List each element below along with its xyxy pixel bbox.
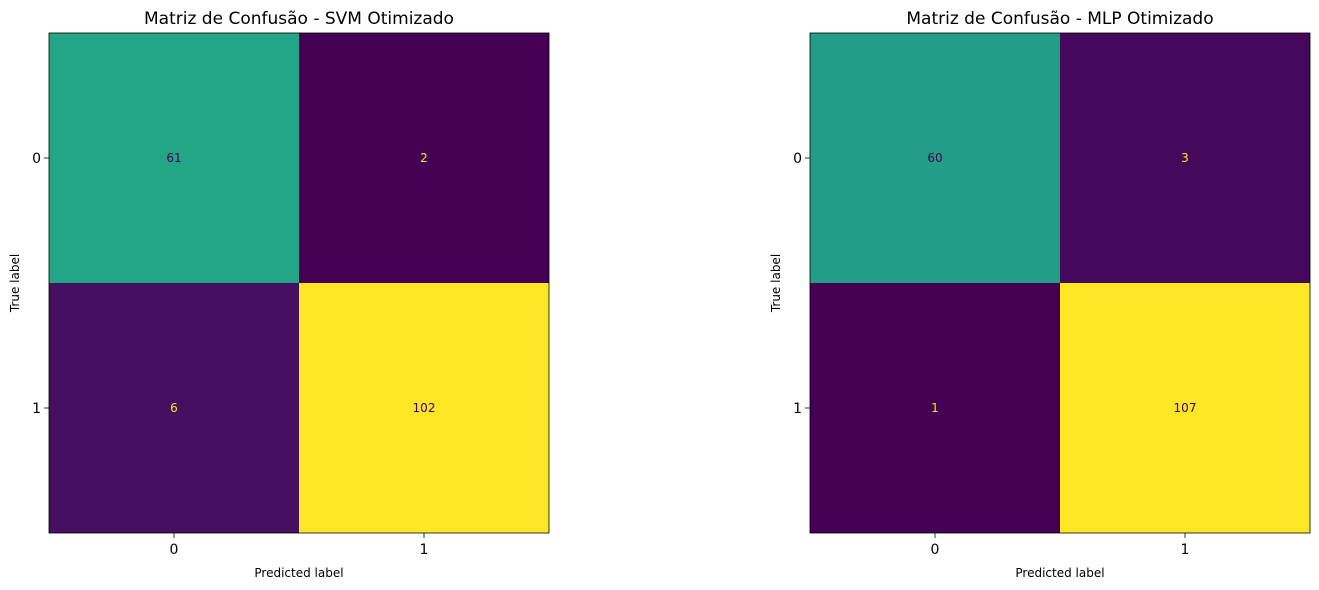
x-axis-label: Predicted label (1015, 566, 1104, 580)
cell-value-label: 60 (927, 151, 942, 165)
x-tick-label: 0 (170, 542, 179, 558)
x-axis-label: Predicted label (254, 566, 343, 580)
y-axis-label: True label (8, 254, 22, 313)
y-tick-label: 0 (32, 151, 41, 167)
chart-panels: 61 2 6 102 0 1 0 1 Predicted label True label Matr… (8, 9, 1311, 580)
y-axis-label: True label (769, 254, 783, 313)
heatmap-cell (810, 33, 1060, 283)
cell-value-label: 107 (1174, 401, 1197, 415)
x-tick-label: 0 (931, 542, 940, 558)
heatmap-cell (299, 33, 549, 283)
axes-frame (809, 32, 1311, 534)
chart-title: Matriz de Confusão - SVM Otimizado (144, 9, 454, 29)
heatmap-cell (1060, 283, 1310, 533)
heatmap-cell (299, 283, 549, 533)
heatmap-cell (49, 283, 299, 533)
cell-value-label: 1 (931, 401, 939, 415)
y-tick-label: 0 (793, 151, 802, 167)
cell-value-label: 2 (420, 151, 428, 165)
x-tick-label: 1 (420, 542, 429, 558)
cell-value-label: 61 (166, 151, 181, 165)
confusion-matrix-panel-0: 61 2 6 102 0 1 0 1 Predicted label True label Matr… (8, 9, 550, 580)
confusion-matrix-panel-1: 60 3 1 107 0 1 0 1 Predicted label True label Matr… (769, 9, 1311, 580)
heatmap-cell (1060, 33, 1310, 283)
chart-title: Matriz de Confusão - MLP Otimizado (906, 9, 1213, 29)
x-tick-label: 1 (1181, 542, 1190, 558)
y-tick-label: 1 (32, 401, 41, 417)
axes-frame (48, 32, 550, 534)
heatmap-cell (49, 33, 299, 283)
cell-value-label: 102 (413, 401, 436, 415)
heatmap-cell (810, 283, 1060, 533)
cell-value-label: 3 (1181, 151, 1189, 165)
y-tick-label: 1 (793, 401, 802, 417)
cell-value-label: 6 (170, 401, 178, 415)
